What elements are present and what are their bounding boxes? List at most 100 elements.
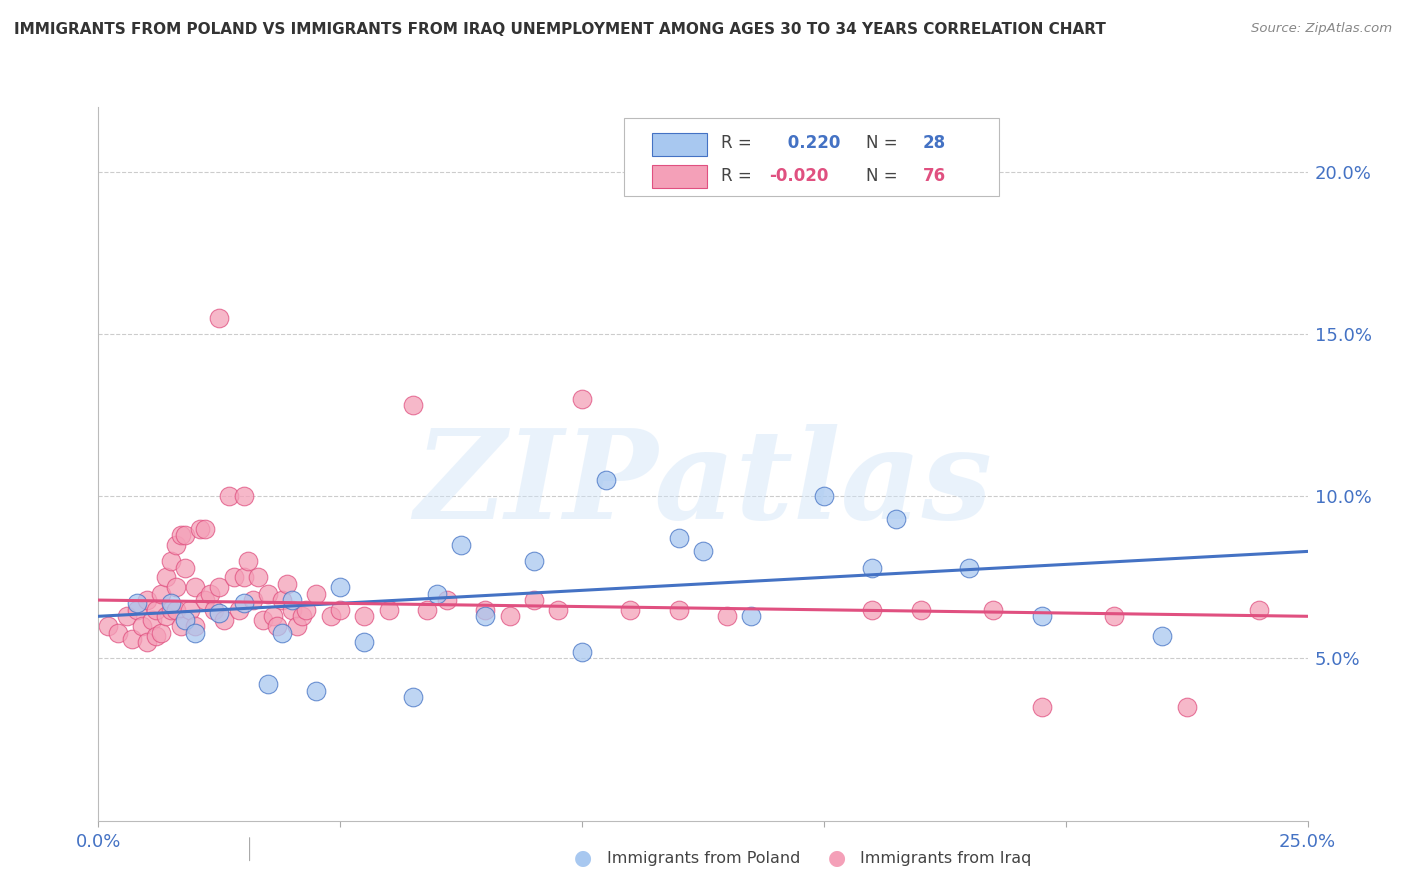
- Point: [127, 596, 149, 610]
- Point: [127, 603, 149, 617]
- Point: [474, 609, 496, 624]
- Point: [150, 625, 173, 640]
- Point: [571, 392, 593, 406]
- Point: [498, 609, 520, 624]
- Point: [319, 609, 342, 624]
- Point: [276, 577, 298, 591]
- Text: ●: ●: [828, 848, 845, 868]
- Point: [228, 603, 250, 617]
- Point: [571, 645, 593, 659]
- Point: [474, 603, 496, 617]
- Point: [329, 580, 352, 594]
- Point: [285, 619, 308, 633]
- Point: [174, 613, 197, 627]
- Point: [262, 609, 284, 624]
- Point: [169, 528, 191, 542]
- Bar: [652, 133, 707, 155]
- Text: 0.220: 0.220: [782, 135, 839, 153]
- Point: [145, 629, 167, 643]
- Bar: [652, 165, 707, 187]
- Point: [160, 596, 183, 610]
- Point: [266, 619, 288, 633]
- Point: [208, 310, 231, 325]
- Point: [716, 609, 738, 624]
- Point: [305, 586, 328, 600]
- Point: [121, 632, 143, 646]
- Point: [165, 538, 187, 552]
- Point: [523, 554, 546, 568]
- Point: [188, 522, 211, 536]
- Point: [547, 603, 569, 617]
- Point: [619, 603, 641, 617]
- Point: [184, 625, 207, 640]
- Point: [692, 544, 714, 558]
- Point: [184, 619, 207, 633]
- Point: [910, 603, 932, 617]
- Point: [117, 609, 139, 624]
- Point: [212, 613, 235, 627]
- Point: [218, 489, 240, 503]
- Point: [1031, 609, 1053, 624]
- Point: [426, 586, 449, 600]
- Point: [242, 593, 264, 607]
- Point: [402, 690, 425, 705]
- Point: [131, 619, 153, 633]
- Point: [174, 560, 197, 574]
- Point: [232, 489, 254, 503]
- Point: [97, 619, 120, 633]
- Point: [1249, 603, 1271, 617]
- Point: [256, 677, 278, 691]
- Point: [886, 512, 908, 526]
- Point: [290, 609, 312, 624]
- Point: [165, 603, 187, 617]
- Point: [184, 580, 207, 594]
- Point: [450, 538, 472, 552]
- Point: [194, 593, 217, 607]
- Point: [281, 593, 304, 607]
- Point: [179, 603, 201, 617]
- Point: [232, 596, 254, 610]
- Point: [1031, 700, 1053, 714]
- Point: [194, 522, 217, 536]
- Point: [222, 570, 245, 584]
- Point: [860, 560, 883, 574]
- Point: [252, 613, 274, 627]
- Point: [174, 528, 197, 542]
- Point: [1175, 700, 1198, 714]
- Point: [860, 603, 883, 617]
- Point: [135, 635, 157, 649]
- Point: [281, 603, 304, 617]
- Text: ●: ●: [575, 848, 592, 868]
- Text: R =: R =: [721, 167, 758, 185]
- Text: IMMIGRANTS FROM POLAND VS IMMIGRANTS FROM IRAQ UNEMPLOYMENT AMONG AGES 30 TO 34 : IMMIGRANTS FROM POLAND VS IMMIGRANTS FRO…: [14, 22, 1107, 37]
- Point: [107, 625, 129, 640]
- Point: [1152, 629, 1174, 643]
- Point: [256, 586, 278, 600]
- Point: [329, 603, 352, 617]
- Point: [165, 580, 187, 594]
- Point: [135, 593, 157, 607]
- Point: [813, 489, 835, 503]
- Text: N =: N =: [866, 135, 903, 153]
- Point: [160, 554, 183, 568]
- Point: [402, 399, 425, 413]
- Point: [295, 603, 318, 617]
- Text: 76: 76: [924, 167, 946, 185]
- Point: [523, 593, 546, 607]
- Text: N =: N =: [866, 167, 903, 185]
- Text: Immigrants from Iraq: Immigrants from Iraq: [860, 851, 1032, 865]
- Point: [668, 532, 690, 546]
- Point: [595, 473, 617, 487]
- Point: [271, 625, 294, 640]
- Point: [160, 603, 183, 617]
- Text: 28: 28: [924, 135, 946, 153]
- Point: [271, 593, 294, 607]
- Point: [957, 560, 980, 574]
- Point: [208, 580, 231, 594]
- Point: [353, 609, 375, 624]
- Point: [668, 603, 690, 617]
- Point: [377, 603, 399, 617]
- Text: Immigrants from Poland: Immigrants from Poland: [607, 851, 801, 865]
- FancyBboxPatch shape: [624, 118, 1000, 196]
- Text: -0.020: -0.020: [769, 167, 830, 185]
